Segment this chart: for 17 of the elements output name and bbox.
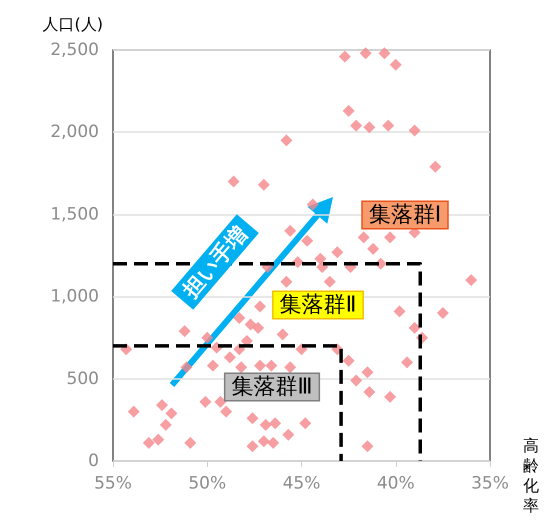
x-tick-label: 35% xyxy=(471,474,509,494)
x-tick-label: 55% xyxy=(94,474,132,494)
x-axis-title: 高齢化率 xyxy=(523,436,540,516)
annotation: 集落群Ⅲ xyxy=(231,374,313,400)
y-tick-label: 2,000 xyxy=(50,122,99,142)
y-tick-label: 0 xyxy=(88,451,99,471)
y-axis-title: 人口(人) xyxy=(42,14,103,34)
x-tick-label: 50% xyxy=(188,474,226,494)
y-tick-label: 500 xyxy=(66,368,99,389)
annotation: 集落群Ⅱ xyxy=(280,292,356,318)
x-tick-label: 40% xyxy=(376,474,415,494)
y-tick-label: 1,500 xyxy=(50,204,99,224)
annotation: 集落群Ⅰ xyxy=(368,202,442,228)
y-tick-label: 2,500 xyxy=(50,40,99,60)
y-tick-label: 1,000 xyxy=(50,286,99,307)
annotation: 担い手増 xyxy=(178,222,252,303)
x-tick-label: 45% xyxy=(282,474,320,494)
